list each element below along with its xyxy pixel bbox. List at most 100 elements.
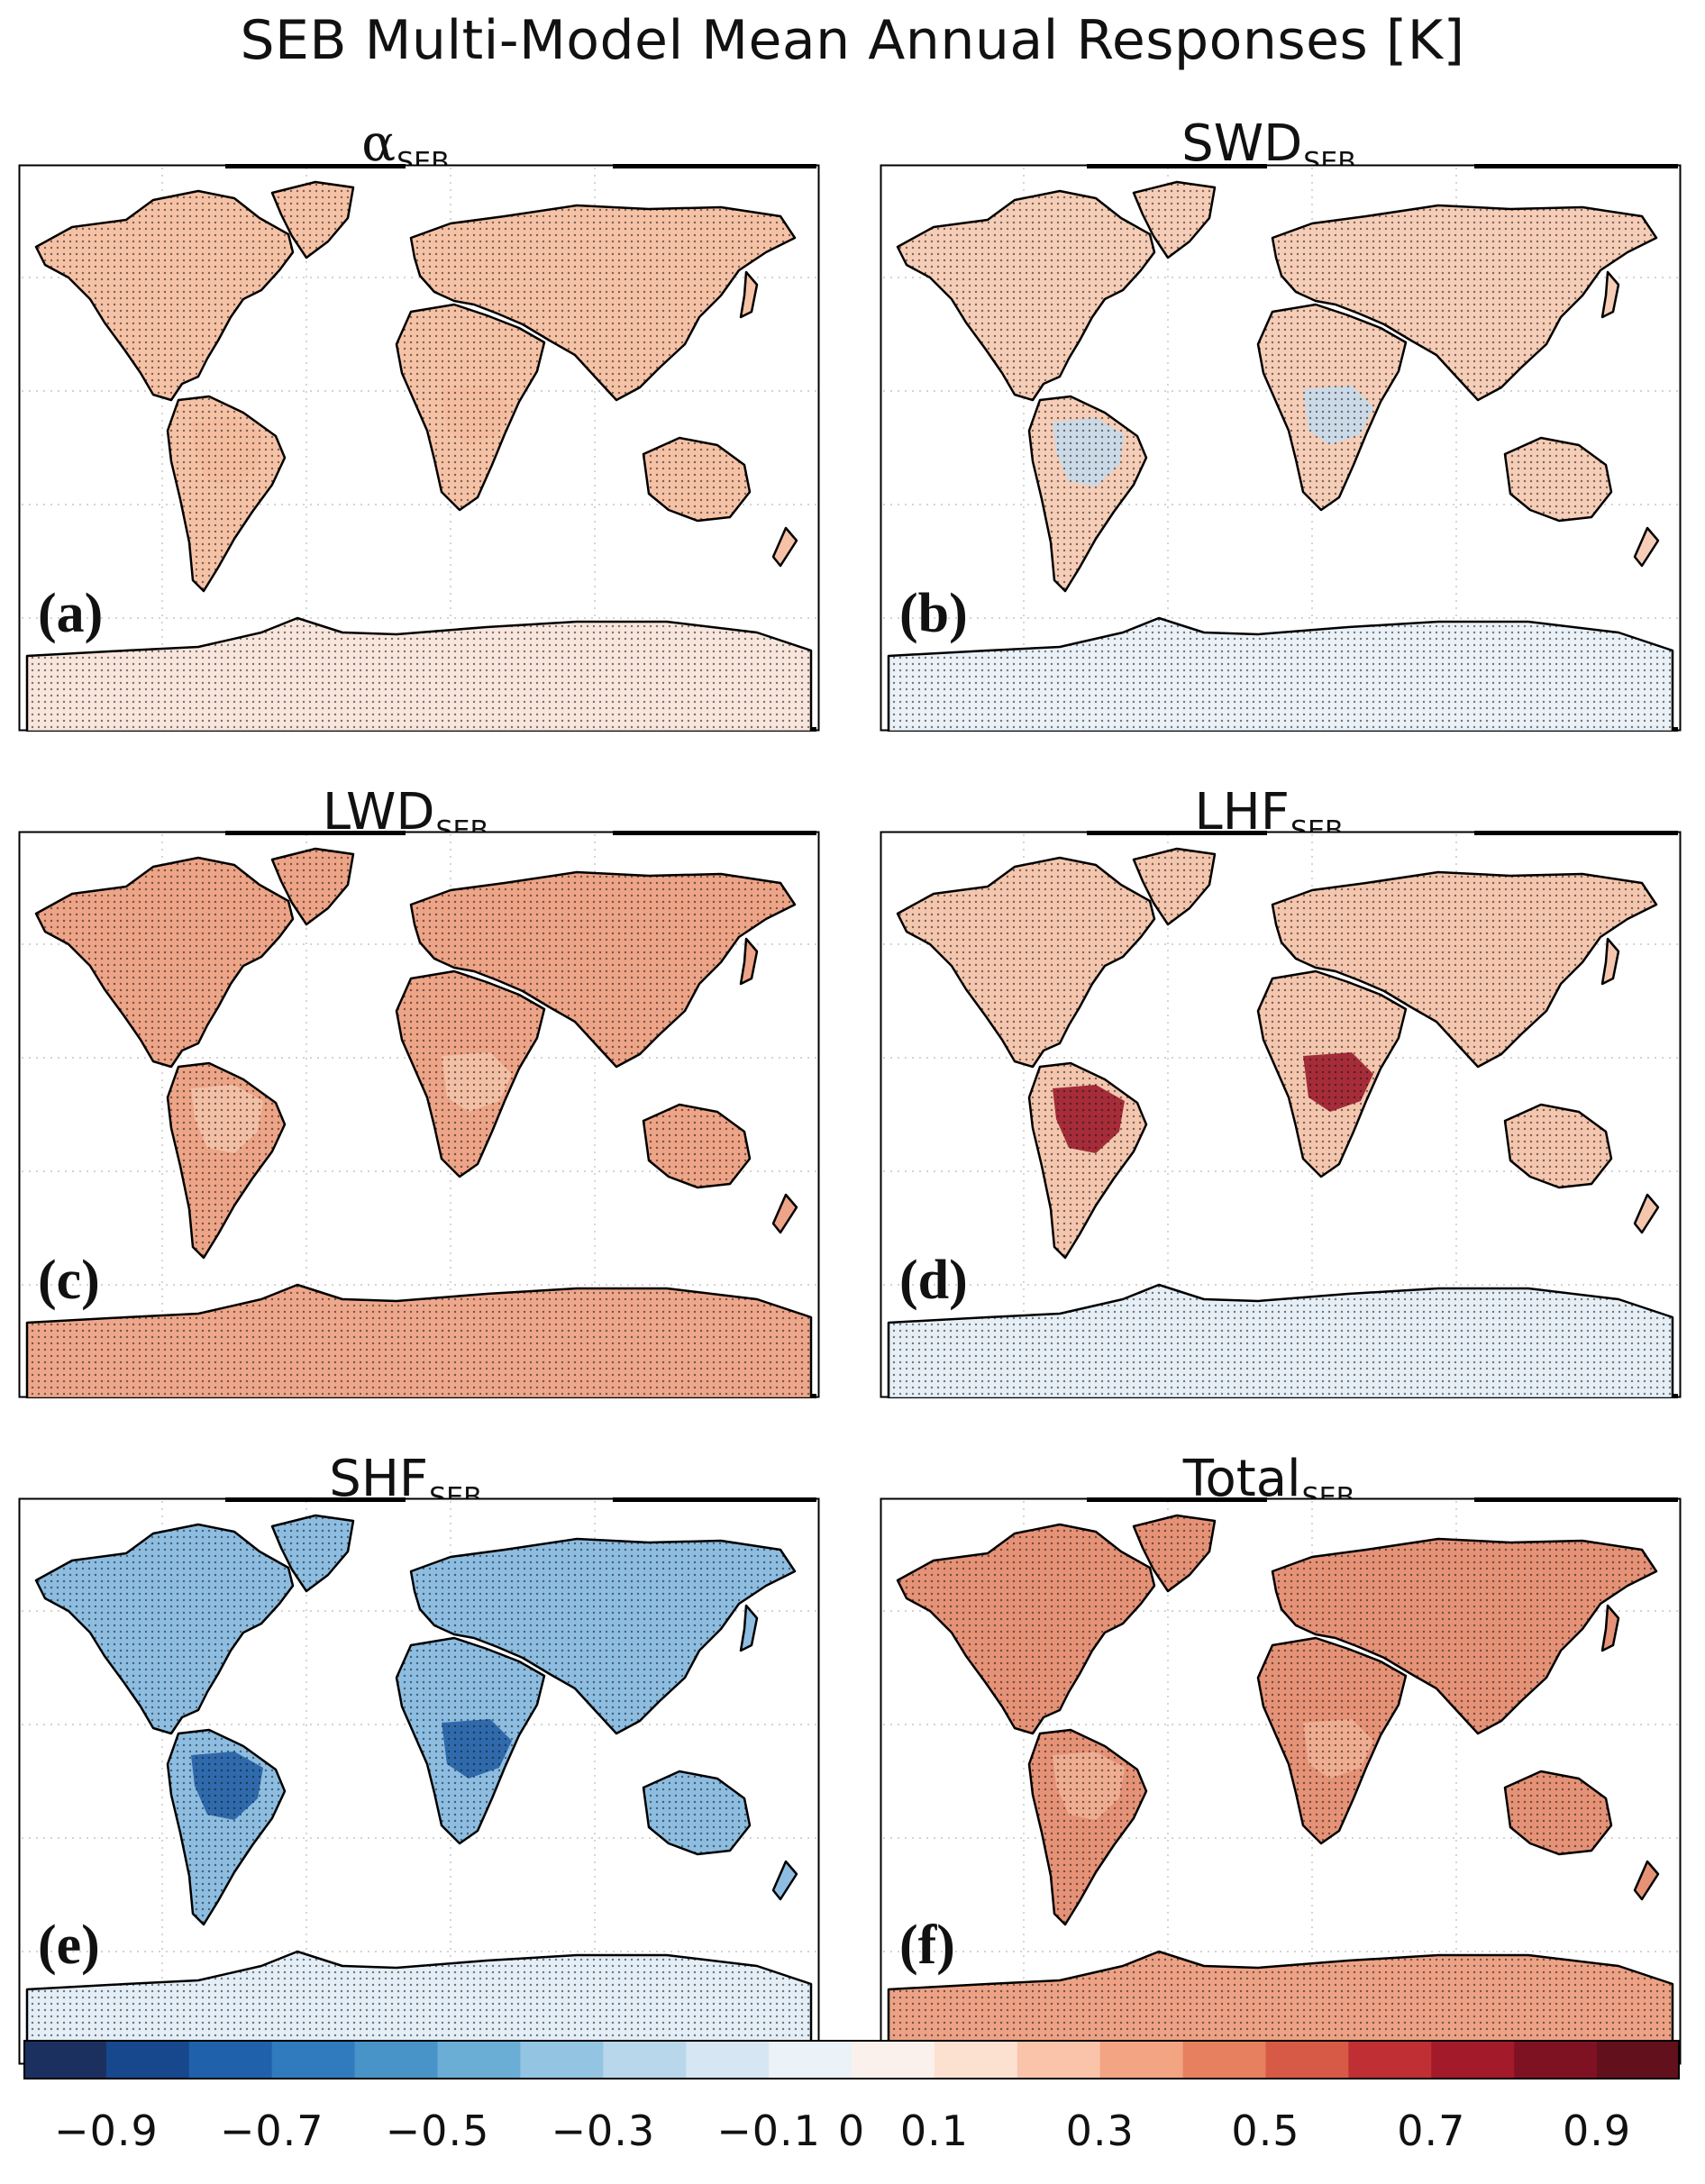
stipple-southAmerica bbox=[1029, 1730, 1146, 1925]
coastline-eurasia bbox=[409, 1537, 797, 1735]
panel-b-letter: (b) bbox=[899, 583, 968, 644]
figure-title: SEB Multi-Model Mean Annual Responses [K… bbox=[240, 9, 1465, 72]
coastline-australia bbox=[1503, 1103, 1613, 1189]
colorbar-segment bbox=[1099, 2040, 1184, 2079]
coastline-newZealand bbox=[1633, 1860, 1660, 1901]
colorbar-segment bbox=[271, 2040, 356, 2079]
stipple-northAmerica bbox=[898, 1524, 1154, 1734]
colorbar-segment bbox=[686, 2040, 770, 2079]
colorbar-segment bbox=[852, 2040, 935, 2079]
map-c-svg bbox=[18, 831, 820, 1398]
land-newZealand bbox=[773, 528, 797, 566]
panel-b-title-main: SWD bbox=[1181, 114, 1303, 173]
map-panel-e bbox=[18, 1497, 820, 2065]
land-japan bbox=[1602, 1606, 1618, 1651]
stipple-australia bbox=[643, 438, 750, 521]
frame-tick bbox=[1474, 831, 1678, 835]
colorbar-segment bbox=[1017, 2040, 1101, 2079]
stipple-greenland bbox=[1134, 1515, 1215, 1591]
coastline-australia bbox=[1503, 1770, 1613, 1856]
stipple-greenland bbox=[1134, 182, 1215, 258]
coastline-greenland bbox=[270, 180, 355, 259]
stipple-greenland bbox=[1134, 849, 1215, 924]
coastline-antarctica bbox=[887, 1283, 1674, 1398]
colorbar-segment bbox=[23, 2040, 107, 2079]
colorbar-tick-label: −0.9 bbox=[54, 2107, 159, 2155]
map-panel-a bbox=[18, 164, 820, 732]
land-newZealand bbox=[1635, 1195, 1658, 1233]
coastline-northAmerica bbox=[34, 189, 295, 402]
colorbar-segment bbox=[603, 2040, 687, 2079]
colorbar-segment bbox=[520, 2040, 604, 2079]
land-japan bbox=[741, 272, 757, 317]
coastline-newZealand bbox=[1633, 526, 1660, 568]
coastline-northAmerica bbox=[34, 1523, 295, 1735]
map-b-svg bbox=[880, 164, 1682, 732]
coastline-eurasia bbox=[1271, 1537, 1658, 1735]
coastline-antarctica bbox=[887, 1950, 1674, 2065]
coastline-greenland bbox=[1132, 847, 1217, 926]
coastline-antarctica bbox=[25, 1283, 813, 1398]
coastline-northAmerica bbox=[896, 1523, 1156, 1735]
colorbar-segment bbox=[1431, 2040, 1515, 2079]
coastline-africa bbox=[395, 969, 546, 1178]
colorbar-segment bbox=[188, 2040, 273, 2079]
coastline-australia bbox=[1503, 436, 1613, 523]
stipple-antarctica bbox=[27, 618, 811, 732]
land-newZealand bbox=[773, 1195, 797, 1233]
stipple-australia bbox=[1505, 1771, 1611, 1854]
coastline-greenland bbox=[1132, 180, 1217, 259]
colorbar-segment bbox=[105, 2040, 190, 2079]
frame-tick bbox=[1474, 164, 1678, 168]
coastline-australia bbox=[642, 1103, 752, 1189]
coastline-greenland bbox=[1132, 1514, 1217, 1593]
coastline-japan bbox=[739, 270, 759, 319]
map-e-svg bbox=[18, 1497, 820, 2065]
stipple-antarctica bbox=[889, 1285, 1673, 1398]
colorbar-segment bbox=[934, 2040, 1018, 2079]
coastline-africa bbox=[395, 1636, 546, 1845]
colorbar-tick-label: 0 bbox=[837, 2107, 866, 2155]
stipple-africa bbox=[397, 305, 544, 510]
panel-a-title-main: α bbox=[361, 114, 397, 173]
colorbar-tick-label: 0.3 bbox=[1065, 2107, 1135, 2155]
coastline-southAmerica bbox=[166, 395, 287, 593]
colorbar-segment bbox=[1348, 2040, 1432, 2079]
panel-d-letter: (d) bbox=[899, 1250, 968, 1311]
coastline-greenland bbox=[270, 1514, 355, 1593]
land-newZealand bbox=[1635, 1861, 1658, 1899]
land-japan bbox=[1602, 939, 1618, 984]
map-f-svg bbox=[880, 1497, 1682, 2065]
land-japan bbox=[741, 1606, 757, 1651]
colorbar-segment bbox=[769, 2040, 852, 2079]
frame-tick bbox=[613, 164, 816, 168]
panel-f-letter: (f) bbox=[899, 1915, 955, 1976]
stipple-eurasia bbox=[1272, 872, 1656, 1067]
land-japan bbox=[1602, 272, 1618, 317]
stipple-australia bbox=[1505, 1105, 1611, 1188]
coastline-newZealand bbox=[1633, 1193, 1660, 1234]
coastline-africa bbox=[395, 303, 546, 512]
colorbar bbox=[23, 2040, 1680, 2079]
stipple-africa bbox=[397, 971, 544, 1177]
stipple-northAmerica bbox=[898, 858, 1154, 1067]
colorbar-segment bbox=[354, 2040, 439, 2079]
panel-a-title: αSEB bbox=[0, 115, 811, 192]
colorbar-tick-label: −0.3 bbox=[551, 2107, 656, 2155]
panel-a-letter: (a) bbox=[38, 583, 104, 644]
frame-tick bbox=[1087, 164, 1267, 168]
stipple-antarctica bbox=[889, 1952, 1673, 2065]
stipple-antarctica bbox=[889, 618, 1673, 732]
map-panel-c bbox=[18, 831, 820, 1398]
coastline-africa bbox=[1256, 1636, 1408, 1845]
coastline-northAmerica bbox=[896, 856, 1156, 1069]
stipple-southAmerica bbox=[1029, 396, 1146, 591]
coastline-eurasia bbox=[1271, 204, 1658, 402]
frame-tick bbox=[613, 831, 816, 835]
coastline-eurasia bbox=[409, 204, 797, 402]
frame-tick bbox=[1087, 831, 1267, 835]
stipple-southAmerica bbox=[1029, 1063, 1146, 1258]
stipple-antarctica bbox=[27, 1285, 811, 1398]
coastline-antarctica bbox=[25, 1950, 813, 2065]
colorbar-tick-label: 0.5 bbox=[1231, 2107, 1300, 2155]
